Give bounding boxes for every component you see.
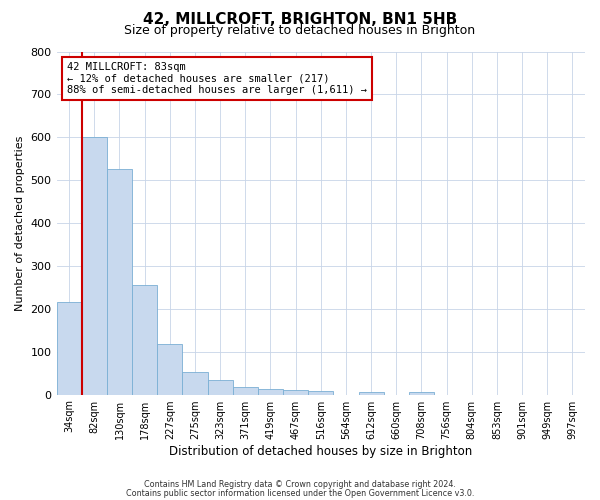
Bar	[258, 389, 283, 394]
Bar	[308, 391, 334, 394]
Text: Contains HM Land Registry data © Crown copyright and database right 2024.: Contains HM Land Registry data © Crown c…	[144, 480, 456, 489]
Bar	[82, 138, 107, 394]
Y-axis label: Number of detached properties: Number of detached properties	[15, 136, 25, 310]
Text: 42, MILLCROFT, BRIGHTON, BN1 5HB: 42, MILLCROFT, BRIGHTON, BN1 5HB	[143, 12, 457, 28]
Bar	[182, 372, 208, 394]
Text: Contains public sector information licensed under the Open Government Licence v3: Contains public sector information licen…	[126, 488, 474, 498]
Bar	[208, 380, 233, 394]
Bar	[233, 387, 258, 394]
X-axis label: Distribution of detached houses by size in Brighton: Distribution of detached houses by size …	[169, 444, 472, 458]
Bar	[132, 285, 157, 395]
Text: Size of property relative to detached houses in Brighton: Size of property relative to detached ho…	[124, 24, 476, 37]
Bar	[409, 392, 434, 394]
Bar	[359, 392, 383, 394]
Bar	[107, 168, 132, 394]
Text: 42 MILLCROFT: 83sqm
← 12% of detached houses are smaller (217)
88% of semi-detac: 42 MILLCROFT: 83sqm ← 12% of detached ho…	[67, 62, 367, 95]
Bar	[157, 344, 182, 395]
Bar	[283, 390, 308, 394]
Bar	[56, 302, 82, 394]
